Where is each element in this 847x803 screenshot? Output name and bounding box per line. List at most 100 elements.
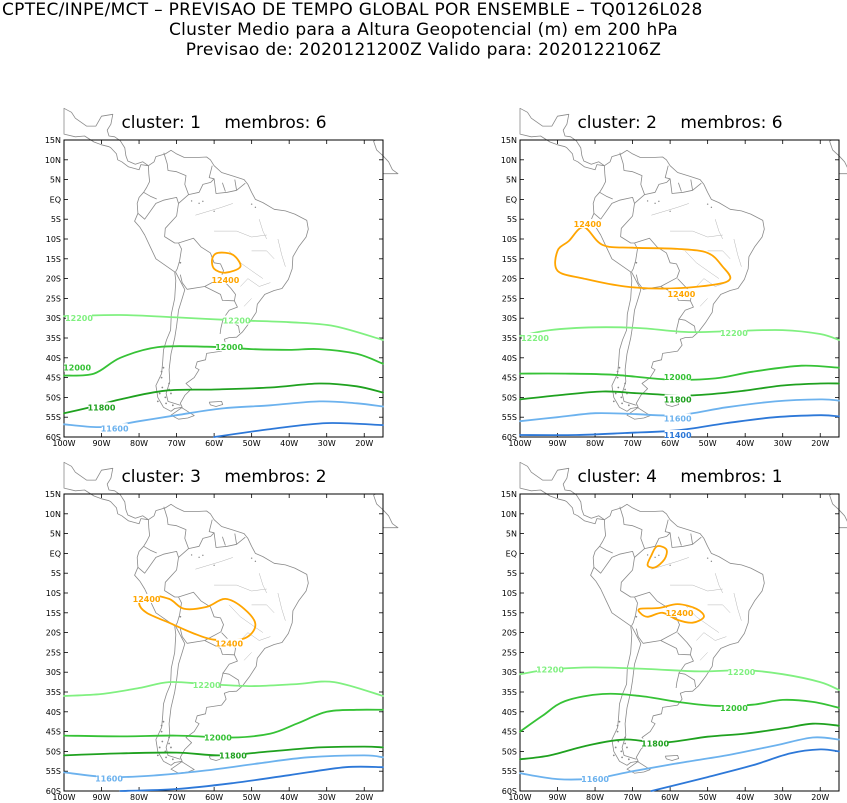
contour-label: 12000	[664, 373, 692, 382]
island-speck	[168, 382, 170, 385]
lon-label: 80W	[130, 793, 148, 802]
country-border	[219, 318, 224, 335]
lon-label: 70W	[168, 439, 186, 448]
lat-label: 45S	[502, 728, 517, 737]
lat-label: EQ	[506, 549, 517, 558]
lat-label: EQ	[506, 195, 517, 204]
header-line-3: Previsao de: 2020121200Z Valido para: 20…	[185, 40, 662, 60]
island-speck	[198, 556, 200, 559]
islands	[612, 554, 713, 761]
country-border	[222, 672, 240, 687]
country-border	[143, 545, 157, 554]
lat-label: 5N	[50, 530, 61, 539]
map-panel-2: 15N 10N 5N EQ 5S 10S 15S 20S 25S 30S 35S 40S 45S 50S 5…	[501, 107, 847, 448]
island-speck	[669, 564, 671, 566]
contour-line-12000	[63, 708, 384, 739]
country-border	[222, 300, 238, 320]
lat-axis: 15N 10N 5N EQ 5S 10S 15S 20S 25S 30S 35S 40S 45S 50S 5…	[45, 490, 383, 796]
state-border	[258, 573, 267, 594]
panel-2-title: cluster: 2 membros: 6	[520, 113, 840, 133]
island-speck	[658, 200, 660, 203]
island-speck	[612, 754, 615, 757]
island-speck	[250, 203, 253, 205]
contour-line-11800	[519, 722, 840, 761]
contour-label: 12200	[193, 681, 221, 690]
cluster-label: cluster:	[121, 467, 185, 487]
island-speck	[624, 742, 626, 745]
contour-label-mask	[666, 607, 693, 617]
contour-line-12400	[637, 603, 705, 624]
contour-label-mask	[664, 371, 691, 381]
state-border	[277, 238, 286, 267]
island-speck	[618, 366, 621, 369]
island-speck	[710, 206, 713, 209]
country-border	[619, 506, 645, 571]
coastline	[829, 139, 847, 175]
lat-label: 60S	[46, 787, 61, 796]
lon-label: 90W	[548, 793, 566, 802]
island-speck	[160, 724, 163, 727]
contour-label: 12200	[720, 329, 748, 338]
contour-label: 12200	[536, 665, 564, 674]
contour-label-mask	[664, 413, 691, 423]
contour-label: 12200	[65, 314, 93, 323]
country-border	[619, 152, 645, 217]
state-border	[258, 219, 267, 240]
country-border	[163, 152, 189, 217]
state-border	[195, 203, 233, 216]
state-border	[699, 652, 708, 661]
cluster-number: 3	[190, 467, 201, 487]
lat-label: 5N	[506, 176, 517, 185]
country-border	[678, 182, 682, 192]
island-speck	[160, 370, 163, 373]
state-borders	[651, 203, 742, 307]
country-border	[178, 237, 224, 290]
lat-label: 10S	[502, 589, 517, 598]
lat-label: 5S	[507, 569, 517, 578]
lat-label: 20S	[46, 629, 61, 638]
lat-label: 5S	[51, 569, 61, 578]
island-speck	[616, 370, 619, 373]
lat-axis: 15N 10N 5N EQ 5S 10S 15S 20S 25S 30S 35S 40S 45S 50S 5…	[501, 136, 839, 442]
state-borders	[195, 557, 286, 661]
island-speck	[168, 736, 170, 739]
coastline	[626, 761, 651, 774]
lat-label: EQ	[50, 195, 61, 204]
contour-label: 12400	[666, 609, 694, 618]
lon-label: 40W	[736, 439, 754, 448]
country-border	[644, 178, 671, 195]
lat-label: 15N	[501, 136, 517, 145]
lon-label: 50W	[699, 439, 717, 448]
lon-axis: 100W 90W 80W 70W 60W 50W 40W 30W 20W	[52, 494, 373, 802]
island-speck	[162, 366, 165, 369]
map-frame	[519, 493, 840, 792]
country-border	[678, 318, 696, 333]
country-border	[599, 191, 613, 200]
island-speck	[620, 396, 623, 399]
contour-label-mask	[223, 315, 250, 325]
lat-label: 45S	[502, 374, 517, 383]
island-speck	[158, 392, 161, 395]
state-border	[240, 632, 271, 641]
contour-label: 12200	[728, 668, 756, 677]
country-border	[188, 178, 215, 195]
lon-label: 30W	[774, 439, 792, 448]
lat-label: 5S	[51, 215, 61, 224]
contour-line-12400	[646, 545, 668, 569]
lat-label: 35S	[502, 334, 517, 343]
island-speck	[156, 754, 159, 757]
lon-label: 70W	[624, 793, 642, 802]
members-label: membros:	[224, 467, 311, 487]
country-border	[219, 672, 224, 689]
contour-label-mask	[664, 430, 691, 440]
country-border	[178, 591, 224, 644]
contour-label-mask	[720, 702, 747, 712]
lon-label: 40W	[280, 439, 298, 448]
lat-label: 40S	[502, 354, 517, 363]
members-label: membros:	[680, 113, 767, 133]
island-speck	[624, 382, 626, 385]
country-border	[593, 551, 635, 574]
country-border	[593, 197, 635, 220]
island-speck	[250, 557, 253, 559]
lon-label: 80W	[130, 439, 148, 448]
